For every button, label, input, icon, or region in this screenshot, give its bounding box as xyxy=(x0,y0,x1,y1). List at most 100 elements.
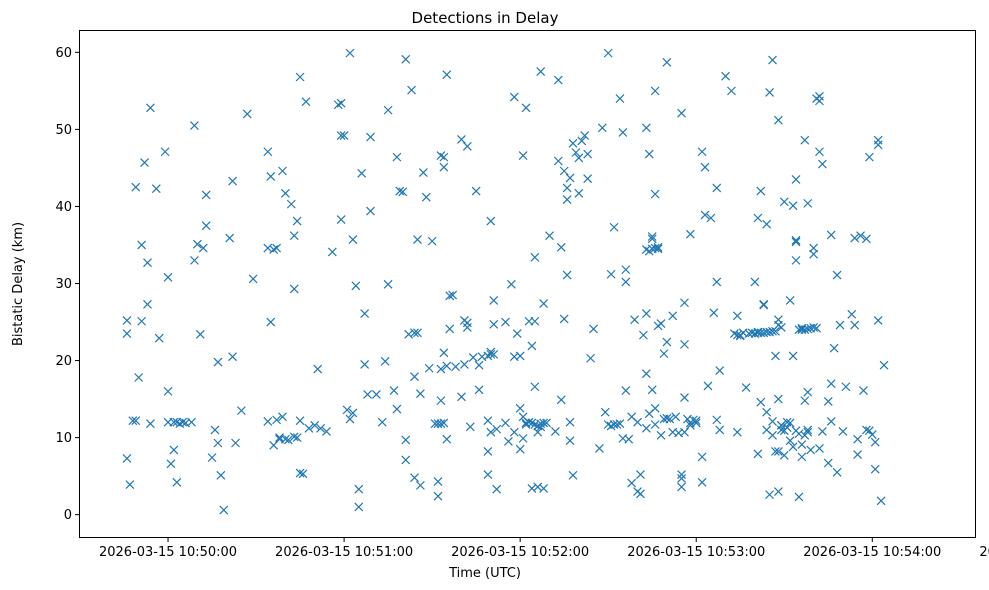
data-point xyxy=(542,418,551,428)
data-point xyxy=(457,392,466,402)
data-point xyxy=(122,453,132,463)
data-point xyxy=(190,255,199,265)
data-point xyxy=(641,309,651,318)
data-point xyxy=(310,420,320,430)
data-point xyxy=(360,309,370,318)
data-point xyxy=(721,71,730,81)
data-point xyxy=(753,213,763,223)
data-point xyxy=(577,136,587,146)
data-point xyxy=(606,421,616,431)
data-point xyxy=(815,147,824,157)
data-point xyxy=(192,239,202,249)
data-point xyxy=(785,436,795,446)
data-point xyxy=(762,219,772,229)
data-point xyxy=(527,484,537,493)
data-point xyxy=(163,386,173,396)
x-tick-label: 2026-03-15 10:55:00 xyxy=(979,545,989,560)
data-point xyxy=(800,135,810,145)
data-point xyxy=(691,418,701,428)
data-point xyxy=(817,159,827,169)
data-point xyxy=(732,311,742,321)
x-tick-label: 2026-03-15 10:53:00 xyxy=(627,545,765,560)
data-point xyxy=(125,480,135,490)
data-point xyxy=(785,418,795,428)
data-point xyxy=(322,427,331,436)
y-tick-label: 0 xyxy=(64,508,72,523)
data-point xyxy=(773,315,783,325)
data-point xyxy=(515,403,525,413)
data-point xyxy=(809,249,819,259)
data-point xyxy=(773,394,783,404)
data-point xyxy=(556,395,566,405)
data-point xyxy=(615,419,625,429)
x-tick-label: 2026-03-15 10:51:00 xyxy=(275,545,413,560)
data-point xyxy=(489,296,499,305)
data-point xyxy=(756,397,766,407)
data-point xyxy=(169,445,179,455)
data-point xyxy=(773,447,783,456)
data-point xyxy=(621,277,631,287)
data-point xyxy=(647,232,657,241)
data-point xyxy=(407,85,417,95)
data-point xyxy=(474,385,484,395)
data-point xyxy=(231,438,240,448)
data-point xyxy=(536,67,546,77)
data-point xyxy=(122,329,132,339)
data-point xyxy=(134,373,144,382)
data-point xyxy=(709,308,719,318)
data-point xyxy=(621,386,631,396)
data-point xyxy=(803,198,813,208)
data-point xyxy=(712,277,722,287)
data-point xyxy=(131,182,141,192)
data-point xyxy=(521,103,531,113)
data-point xyxy=(530,252,540,262)
data-point xyxy=(210,425,220,435)
data-point xyxy=(404,329,414,339)
data-point xyxy=(518,151,528,161)
data-point xyxy=(630,315,640,325)
data-point xyxy=(248,274,258,284)
data-point xyxy=(788,201,798,211)
data-point xyxy=(501,418,510,428)
data-point xyxy=(791,175,801,184)
data-point xyxy=(826,230,836,240)
data-point xyxy=(436,396,446,406)
data-point xyxy=(656,319,666,328)
data-point xyxy=(565,173,575,183)
data-point xyxy=(618,128,628,137)
data-point xyxy=(348,408,358,418)
data-point xyxy=(336,215,346,224)
data-point xyxy=(773,487,783,496)
x-tick-label: 2026-03-15 10:52:00 xyxy=(451,545,589,560)
data-point xyxy=(140,158,149,167)
data-point xyxy=(659,349,669,359)
data-point xyxy=(207,453,217,463)
data-point xyxy=(275,433,284,443)
data-point xyxy=(677,108,686,118)
data-point xyxy=(131,416,141,426)
data-point xyxy=(715,425,725,435)
y-tick-label: 30 xyxy=(55,277,72,292)
data-point xyxy=(756,186,766,196)
data-point xyxy=(146,419,155,429)
data-point xyxy=(641,123,651,133)
data-point xyxy=(198,243,208,253)
data-point xyxy=(803,425,813,435)
data-point xyxy=(392,404,402,414)
data-point xyxy=(817,427,827,436)
data-point xyxy=(788,442,798,452)
data-point xyxy=(685,229,695,239)
x-tick-label: 2026-03-15 10:50:00 xyxy=(99,545,237,560)
data-point xyxy=(832,467,842,477)
data-point xyxy=(624,434,634,444)
data-point xyxy=(864,152,874,162)
data-point xyxy=(313,364,323,374)
data-point xyxy=(354,484,364,494)
data-point xyxy=(401,54,411,64)
data-point xyxy=(597,123,607,133)
data-point xyxy=(768,430,777,440)
data-point xyxy=(697,452,707,462)
data-point xyxy=(489,349,499,359)
data-point xyxy=(187,417,196,427)
data-point xyxy=(750,277,760,287)
